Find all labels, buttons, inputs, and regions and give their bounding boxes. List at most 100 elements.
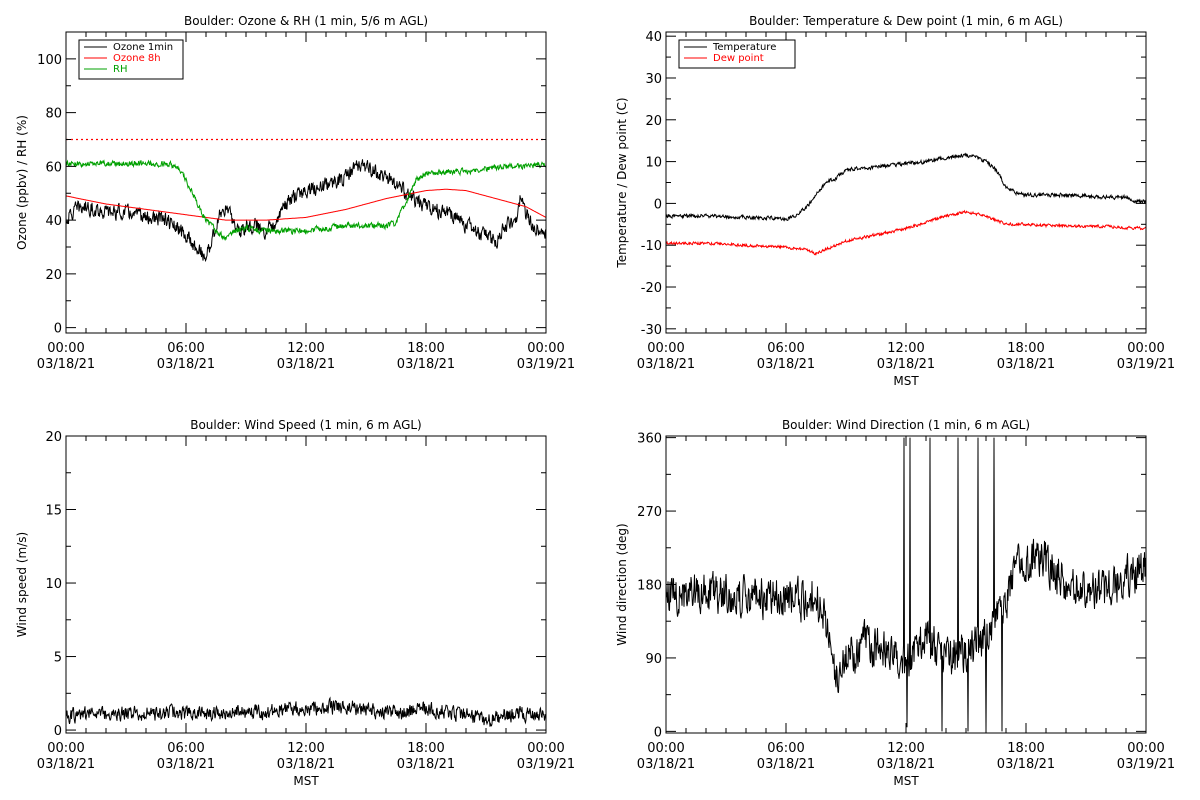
x-axis-label: MST <box>893 374 919 388</box>
legend-label: RH <box>113 64 127 75</box>
x-tick-label-date: 03/19/21 <box>1117 357 1175 372</box>
x-tick-label-time: 00:00 <box>527 341 564 356</box>
x-tick-label-date: 03/18/21 <box>757 357 815 372</box>
x-tick-label-time: 06:00 <box>167 341 204 356</box>
legend-label: Temperature <box>712 42 776 53</box>
series-line <box>666 152 1146 222</box>
axes-frame <box>665 435 1147 734</box>
y-tick-label: 5 <box>54 651 62 666</box>
y-tick-label: 10 <box>45 577 62 592</box>
x-tick-label-time: 18:00 <box>407 741 444 756</box>
x-tick-label-time: 00:00 <box>47 341 84 356</box>
axes-frame <box>65 435 547 734</box>
x-tick-label-time: 00:00 <box>527 741 564 756</box>
chart-temp_dew: Boulder: Temperature & Dew point (1 min,… <box>615 14 1175 388</box>
y-tick-label: 360 <box>637 432 662 447</box>
x-tick-label-time: 18:00 <box>407 341 444 356</box>
x-tick-label-date: 03/18/21 <box>997 757 1055 772</box>
y-tick-label: 15 <box>45 504 62 519</box>
y-tick-label: 60 <box>45 160 62 175</box>
y-tick-label: -20 <box>641 281 662 296</box>
x-axis-label: MST <box>293 774 319 788</box>
legend-box <box>678 39 796 69</box>
chart-wind_dir: Boulder: Wind Direction (1 min, 6 m AGL)… <box>615 418 1175 788</box>
y-tick-label: 40 <box>645 30 662 45</box>
x-tick-label-date: 03/18/21 <box>997 357 1055 372</box>
legend-label: Ozone 1min <box>113 42 173 53</box>
axes-frame <box>665 31 1147 334</box>
y-tick-label: 270 <box>637 505 662 520</box>
y-tick-label: 0 <box>54 724 62 739</box>
x-tick-label-date: 03/18/21 <box>877 357 935 372</box>
x-tick-label-time: 06:00 <box>167 741 204 756</box>
y-tick-label: 20 <box>45 430 62 445</box>
plot-area <box>66 696 546 727</box>
y-axis-label: Wind speed (m/s) <box>15 532 29 637</box>
y-tick-label: 0 <box>54 322 62 337</box>
chart-title: Boulder: Temperature & Dew point (1 min,… <box>749 14 1063 28</box>
y-tick-label: 80 <box>45 107 62 122</box>
x-tick-label-date: 03/18/21 <box>37 757 95 772</box>
y-tick-label: 40 <box>45 214 62 229</box>
x-tick-label-time: 12:00 <box>887 741 924 756</box>
x-tick-label-time: 00:00 <box>647 741 684 756</box>
y-tick-label: 0 <box>654 725 662 740</box>
chart-title: Boulder: Wind Direction (1 min, 6 m AGL) <box>782 418 1030 432</box>
x-tick-label-date: 03/18/21 <box>157 757 215 772</box>
y-tick-label: 30 <box>645 72 662 87</box>
series-line <box>66 159 546 242</box>
x-tick-label-date: 03/18/21 <box>637 357 695 372</box>
x-tick-label-time: 06:00 <box>767 741 804 756</box>
series-line <box>666 437 1146 732</box>
chart-title: Boulder: Ozone & RH (1 min, 5/6 m AGL) <box>184 14 428 28</box>
x-tick-label-date: 03/19/21 <box>517 357 575 372</box>
y-tick-label: 10 <box>645 156 662 171</box>
x-tick-label-time: 00:00 <box>1127 741 1164 756</box>
x-axis-label: MST <box>893 774 919 788</box>
x-tick-label-time: 00:00 <box>47 741 84 756</box>
x-tick-label-date: 03/18/21 <box>397 357 455 372</box>
series-line <box>66 159 546 263</box>
x-tick-label-date: 03/18/21 <box>157 357 215 372</box>
legend-label: Ozone 8h <box>113 53 161 64</box>
x-tick-label-date: 03/18/21 <box>277 757 335 772</box>
x-tick-label-date: 03/18/21 <box>877 757 935 772</box>
series-line <box>66 188 546 221</box>
y-tick-label: -10 <box>641 239 662 254</box>
x-tick-label-time: 18:00 <box>1007 341 1044 356</box>
chart-title: Boulder: Wind Speed (1 min, 6 m AGL) <box>190 418 422 432</box>
x-tick-label-date: 03/18/21 <box>37 357 95 372</box>
x-tick-label-time: 12:00 <box>287 341 324 356</box>
y-axis-label: Temperature / Dew point (C) <box>615 97 629 268</box>
plot-area <box>666 437 1146 732</box>
legend-label: Dew point <box>713 53 764 64</box>
x-tick-label-time: 06:00 <box>767 341 804 356</box>
y-tick-label: -30 <box>641 323 662 338</box>
x-tick-label-date: 03/19/21 <box>517 757 575 772</box>
x-tick-label-date: 03/18/21 <box>397 757 455 772</box>
x-tick-label-time: 00:00 <box>647 341 684 356</box>
x-tick-label-date: 03/19/21 <box>1117 757 1175 772</box>
x-tick-label-date: 03/18/21 <box>637 757 695 772</box>
x-tick-label-date: 03/18/21 <box>277 357 335 372</box>
chart-ozone_rh: Boulder: Ozone & RH (1 min, 5/6 m AGL) 0 2… <box>15 14 575 372</box>
y-axis-label: Wind direction (deg) <box>615 523 629 645</box>
y-tick-label: 90 <box>645 652 662 667</box>
y-tick-label: 0 <box>654 197 662 212</box>
plot-area <box>66 138 546 263</box>
y-tick-label: 100 <box>37 53 62 68</box>
x-tick-label-date: 03/18/21 <box>757 757 815 772</box>
x-tick-label-time: 18:00 <box>1007 741 1044 756</box>
y-tick-label: 180 <box>637 579 662 594</box>
x-tick-label-time: 00:00 <box>1127 341 1164 356</box>
y-axis-label: Ozone (ppbv) / RH (%) <box>15 115 29 250</box>
x-tick-label-time: 12:00 <box>287 741 324 756</box>
x-tick-label-time: 12:00 <box>887 341 924 356</box>
series-line <box>666 209 1146 256</box>
plot-area <box>666 152 1146 256</box>
chart-wind_speed: Boulder: Wind Speed (1 min, 6 m AGL) 0 5 10… <box>15 418 575 788</box>
series-line <box>66 696 546 727</box>
